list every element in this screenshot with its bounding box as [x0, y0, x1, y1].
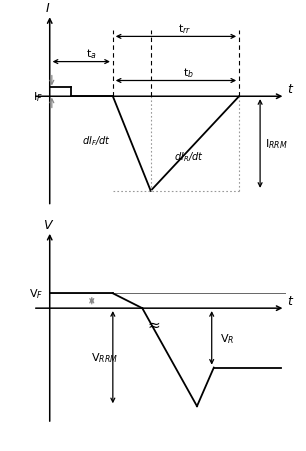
Text: t: t — [287, 294, 292, 307]
Text: t$_{rr}$: t$_{rr}$ — [178, 22, 191, 36]
Text: t: t — [287, 83, 292, 96]
Text: t$_b$: t$_b$ — [183, 66, 194, 80]
Text: I: I — [46, 2, 50, 15]
Text: V$_{RRM}$: V$_{RRM}$ — [91, 350, 118, 364]
Text: t$_a$: t$_a$ — [87, 47, 97, 61]
Text: dI$_R$/dt: dI$_R$/dt — [174, 150, 203, 164]
Text: V$_R$: V$_R$ — [220, 331, 234, 345]
Text: $\approx$: $\approx$ — [145, 316, 161, 331]
Text: V$_F$: V$_F$ — [29, 287, 43, 300]
Text: I$_{RRM}$: I$_{RRM}$ — [265, 137, 288, 151]
Text: V: V — [43, 218, 52, 231]
Text: dI$_F$/dt: dI$_F$/dt — [81, 134, 110, 148]
Text: I$_F$: I$_F$ — [33, 90, 43, 104]
